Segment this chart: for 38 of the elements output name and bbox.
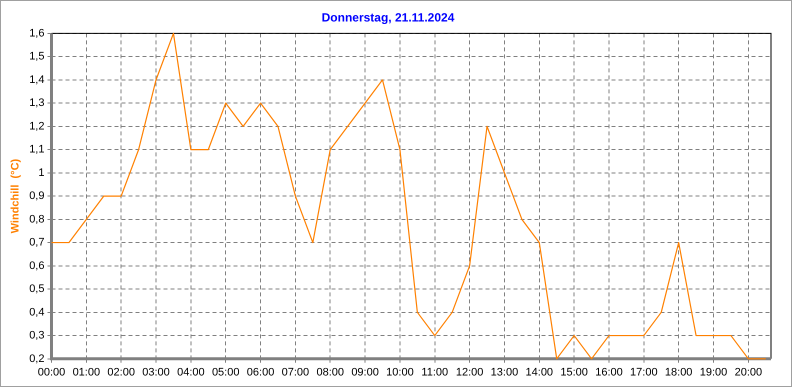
y-tick-label: 0,4: [29, 306, 44, 318]
x-tick-label: 03:00: [142, 366, 170, 378]
x-tick-label: 19:00: [700, 366, 728, 378]
x-tick-label: 05:00: [212, 366, 240, 378]
x-tick-label: 17:00: [630, 366, 658, 378]
x-tick-label: 09:00: [351, 366, 379, 378]
y-tick-label: 0,6: [29, 260, 44, 272]
x-tick-label: 12:00: [456, 366, 484, 378]
y-tick-label: 0,8: [29, 213, 44, 226]
y-tick-label: 1,1: [29, 144, 44, 156]
y-tick-label: 0,2: [29, 352, 44, 365]
chart-title: Donnerstag, 21.11.2024: [322, 10, 455, 25]
x-tick-label: 18:00: [664, 366, 692, 378]
x-tick-label: 08:00: [316, 366, 344, 378]
x-tick-label: 16:00: [595, 366, 623, 378]
x-tick-label: 06:00: [246, 366, 274, 378]
y-tick-label: 0,7: [29, 236, 44, 249]
x-tick-label: 14:00: [526, 366, 554, 378]
x-tick-label: 15:00: [560, 366, 588, 378]
y-tick-label: 1,4: [29, 74, 44, 86]
x-tick-label: 07:00: [282, 366, 310, 378]
y-axis-title: Windchill (°C): [10, 158, 22, 234]
y-tick-label: 0,3: [29, 330, 44, 342]
x-tick-label: 11:00: [421, 366, 448, 378]
x-tick-label: 01:00: [72, 366, 100, 378]
y-tick-label: 0,9: [29, 190, 44, 202]
x-tick-label: 20:00: [734, 366, 762, 378]
x-tick-label: 04:00: [177, 366, 205, 378]
y-tick-label: 0,5: [29, 283, 44, 296]
y-tick-label: 1: [38, 166, 44, 179]
y-tick-label: 1,6: [29, 27, 44, 40]
y-tick-label: 1,5: [29, 50, 44, 63]
x-tick-label: 02:00: [107, 366, 135, 378]
x-tick-label: 13:00: [490, 366, 518, 378]
y-tick-label: 1,2: [29, 120, 44, 132]
x-tick-label: 00:00: [38, 366, 66, 378]
x-tick-label: 10:00: [386, 366, 414, 378]
y-tick-label: 1,3: [29, 97, 44, 110]
